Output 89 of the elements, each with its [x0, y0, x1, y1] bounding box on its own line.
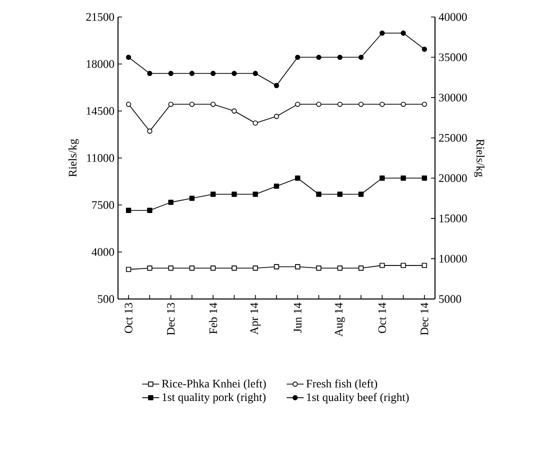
y2-tick-label: 40000: [438, 13, 467, 21]
point: [358, 54, 364, 60]
point: [147, 266, 152, 271]
point: [189, 102, 195, 107]
point: [337, 266, 342, 271]
point: [422, 46, 428, 52]
point: [422, 102, 428, 107]
point: [358, 192, 364, 197]
point: [252, 266, 258, 271]
x-tick-label: Apr 14: [250, 302, 260, 335]
x-tick-label: Oct 13: [124, 302, 132, 334]
y-tick-label: 500: [98, 295, 114, 303]
x-tick-label: Jun 14: [294, 302, 302, 333]
legend-label: Fresh fish (left): [306, 379, 378, 390]
point: [168, 200, 174, 205]
point: [295, 102, 300, 107]
x-tick-label: Oct 14: [378, 302, 386, 334]
point: [252, 70, 258, 76]
point: [422, 176, 428, 181]
point: [358, 102, 364, 107]
point: [380, 30, 385, 36]
point: [168, 70, 174, 76]
point: [126, 54, 132, 60]
y2-tick-label: 25000: [439, 134, 467, 142]
point: [168, 102, 174, 107]
y-tick-label: 4000: [92, 248, 114, 256]
point: [210, 102, 216, 107]
point: [168, 266, 174, 271]
y2-tick-label: 20000: [439, 174, 467, 182]
point: [274, 184, 280, 189]
y-tick-label: 14500: [86, 107, 114, 115]
point: [400, 102, 406, 107]
point: [210, 266, 216, 271]
point: [274, 264, 280, 270]
point: [316, 54, 322, 60]
point: [126, 102, 132, 107]
point: [210, 192, 216, 197]
point: [126, 266, 132, 272]
point: [210, 70, 216, 76]
y2-tick-label: 35000: [439, 53, 467, 62]
point: [147, 70, 152, 76]
y-tick-label: 21500: [86, 13, 114, 21]
point: [337, 54, 342, 60]
y-tick-label: 18000: [86, 60, 114, 68]
y-tick-label: 7500: [92, 201, 114, 209]
point: [400, 176, 406, 181]
point: [189, 196, 195, 201]
point: [337, 102, 342, 107]
y2-tick-label: 10000: [440, 254, 467, 263]
point: [232, 192, 237, 197]
x-tick-label: Feb 14: [209, 302, 218, 334]
y2-tick-label: 30000: [439, 94, 467, 102]
point: [358, 266, 364, 271]
point: [147, 128, 152, 134]
legend-label: Rice-Phka Knhei (left): [162, 379, 266, 390]
y-tick-label: 11000: [87, 154, 114, 162]
point: [400, 30, 406, 36]
y-axis-title: Riels/kg: [68, 139, 79, 177]
point: [274, 114, 280, 119]
point: [422, 262, 428, 268]
point: [295, 54, 300, 60]
point: [380, 262, 385, 268]
point: [232, 70, 237, 76]
x-tick-label: Dec 13: [166, 302, 175, 336]
point: [316, 102, 322, 107]
point: [295, 264, 300, 270]
x-tick-label: Dec 14: [420, 302, 428, 336]
y2-tick-label: 5000: [439, 295, 462, 303]
point: [316, 192, 322, 197]
point: [380, 176, 385, 181]
legend-label: 1st quality beef (right): [307, 392, 409, 404]
point: [252, 192, 258, 197]
point: [189, 70, 195, 76]
x-tick-label: Aug 14: [334, 302, 345, 337]
point: [126, 208, 132, 213]
point: [252, 120, 258, 126]
point: [232, 108, 237, 114]
point: [400, 262, 406, 268]
point: [232, 266, 237, 271]
point: [274, 82, 280, 88]
y2-tick-label: 15000: [440, 214, 467, 222]
legend-label: 1st quality pork (right): [162, 392, 266, 404]
point: [316, 266, 322, 271]
point: [295, 176, 300, 181]
y2-axis-title: Riels/kg: [474, 139, 485, 177]
point: [147, 208, 152, 213]
point: [380, 102, 385, 107]
point: [189, 266, 195, 271]
point: [337, 192, 342, 197]
